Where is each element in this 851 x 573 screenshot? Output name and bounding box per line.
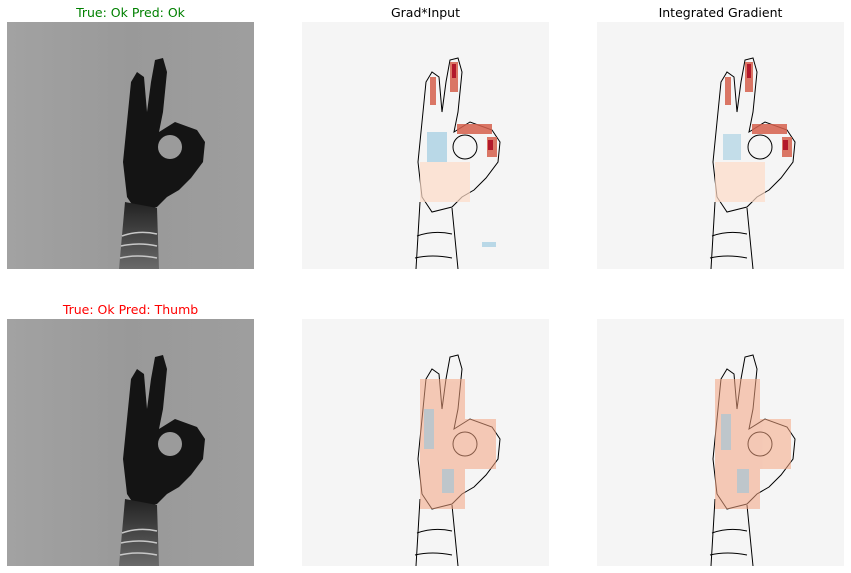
row2-integrated-gradient-map — [597, 319, 844, 566]
row1-integrated-gradient-title: Integrated Gradient — [658, 5, 783, 20]
integrated-gradient-attribution — [597, 22, 844, 269]
row1-input-image — [7, 22, 254, 269]
row1-integrated-gradient-map — [597, 22, 844, 269]
grad-input-attribution — [302, 319, 549, 566]
integrated-gradient-attribution — [597, 319, 844, 566]
row2-input-image — [7, 319, 254, 566]
row2-prediction-title: True: Ok Pred: Thumb — [62, 302, 199, 317]
grad-input-attribution — [302, 22, 549, 269]
hand-photo — [7, 22, 254, 269]
hand-photo — [7, 319, 254, 566]
row1-grad-input-title: Grad*Input — [390, 5, 461, 20]
row1-prediction-title: True: Ok Pred: Ok — [76, 5, 185, 20]
row2-grad-input-map — [302, 319, 549, 566]
row1-grad-input-map — [302, 22, 549, 269]
